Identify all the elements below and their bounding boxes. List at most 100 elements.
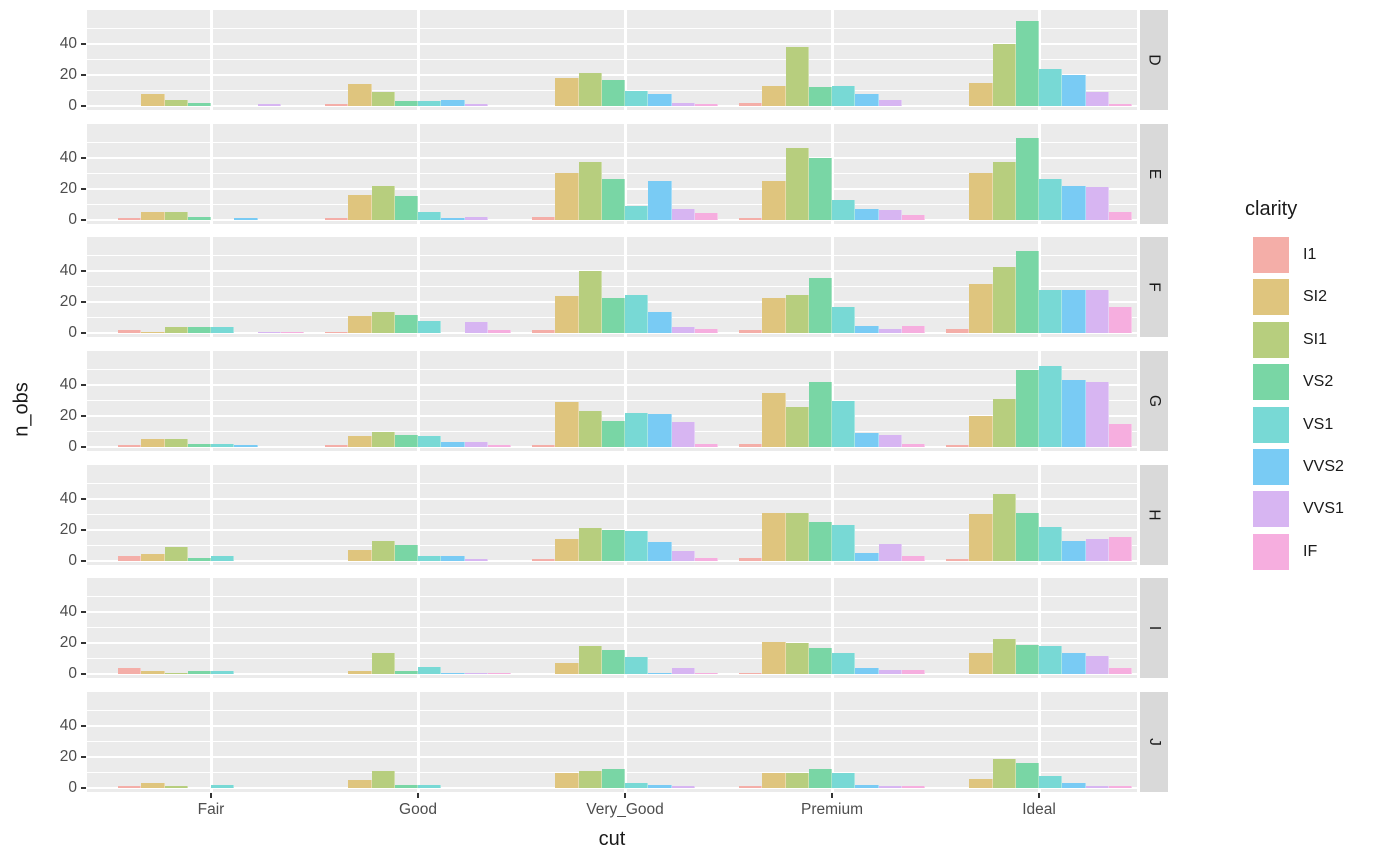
bar-E-Ideal-VS1 bbox=[1039, 179, 1063, 220]
gridline-vertical bbox=[416, 10, 420, 110]
gridline-vertical bbox=[209, 464, 213, 565]
y-tick-label: 0 bbox=[68, 551, 77, 569]
gridline-vertical bbox=[623, 10, 627, 110]
facet-panel-G bbox=[87, 351, 1137, 451]
bar-G-Premium-VS2 bbox=[808, 381, 832, 447]
legend-label-VS2: VS2 bbox=[1303, 373, 1334, 391]
legend-key-VS1 bbox=[1253, 406, 1289, 443]
gridline-major bbox=[87, 446, 1137, 448]
y-tick bbox=[81, 642, 86, 645]
facet-strip-label: J bbox=[1146, 738, 1163, 746]
bar-J-Ideal-SI1 bbox=[992, 758, 1016, 788]
bar-I-Premium-SI1 bbox=[785, 643, 809, 675]
y-tick-label: 40 bbox=[59, 603, 77, 621]
gridline-vertical bbox=[830, 10, 834, 110]
gridline-major bbox=[87, 218, 1137, 221]
legend-key-IF bbox=[1253, 533, 1289, 570]
bar-F-Good-SI2 bbox=[348, 316, 372, 334]
bar-I-Very_Good-IF bbox=[694, 672, 718, 675]
bar-J-Ideal-VVS2 bbox=[1062, 783, 1086, 788]
bar-D-Fair-SI2 bbox=[141, 93, 165, 106]
gridline-vertical bbox=[623, 351, 627, 451]
bar-J-Good-SI2 bbox=[348, 780, 372, 789]
y-tick bbox=[81, 611, 86, 614]
bar-F-Premium-SI1 bbox=[785, 294, 809, 334]
facet-strip-label: F bbox=[1146, 282, 1163, 293]
bar-E-Ideal-VVS1 bbox=[1085, 187, 1109, 220]
facet-panel-F bbox=[87, 237, 1137, 338]
bar-J-Fair-VS1 bbox=[211, 784, 235, 788]
facet-panel-I bbox=[87, 578, 1137, 679]
gridline-vertical bbox=[1037, 237, 1041, 338]
y-tick-label: 40 bbox=[59, 148, 77, 166]
y-tick bbox=[81, 528, 86, 531]
bar-H-Premium-VVS2 bbox=[855, 552, 879, 561]
bar-D-Premium-VS1 bbox=[832, 85, 856, 106]
legend-label-SI2: SI2 bbox=[1303, 288, 1328, 306]
bar-G-Very_Good-VVS2 bbox=[648, 414, 672, 447]
bar-J-Very_Good-VVS1 bbox=[671, 786, 695, 788]
bar-I-Premium-VVS1 bbox=[878, 669, 902, 675]
bar-I-Ideal-VS2 bbox=[1015, 644, 1039, 675]
y-tick bbox=[81, 105, 86, 107]
bar-D-Very_Good-IF bbox=[694, 104, 718, 106]
bar-H-Ideal-SI1 bbox=[992, 494, 1016, 561]
bar-G-Ideal-VS2 bbox=[1015, 369, 1039, 447]
gridline-minor bbox=[87, 27, 1137, 30]
gridline-major bbox=[87, 673, 1137, 676]
gridline-major bbox=[87, 43, 1137, 45]
bar-H-Fair-I1 bbox=[118, 556, 142, 561]
bar-J-Very_Good-VVS2 bbox=[648, 784, 672, 788]
gridline-vertical bbox=[209, 351, 213, 451]
bar-I-Ideal-VVS1 bbox=[1085, 655, 1109, 675]
facet-panel-J bbox=[87, 692, 1137, 793]
y-tick-label: 40 bbox=[59, 717, 77, 735]
facet-panel-H bbox=[87, 464, 1137, 565]
gridline-minor bbox=[87, 627, 1137, 629]
gridline-vertical bbox=[623, 237, 627, 338]
bar-D-Ideal-VVS2 bbox=[1062, 75, 1086, 106]
y-tick bbox=[81, 673, 86, 676]
gridline-vertical bbox=[1037, 10, 1041, 110]
bar-D-Fair-SI1 bbox=[164, 99, 188, 106]
bar-F-Premium-IF bbox=[901, 325, 925, 334]
legend-key-VVS1 bbox=[1253, 491, 1289, 528]
y-tick bbox=[81, 497, 86, 500]
bar-H-Premium-VS1 bbox=[832, 525, 856, 561]
gridline-vertical bbox=[416, 692, 420, 793]
facet-strip-label: I bbox=[1146, 626, 1163, 631]
y-tick bbox=[81, 725, 86, 728]
bar-J-Fair-SI2 bbox=[141, 783, 165, 788]
bar-I-Ideal-IF bbox=[1108, 668, 1132, 675]
bar-E-Good-VVS2 bbox=[441, 218, 465, 220]
bar-D-Ideal-VS1 bbox=[1039, 68, 1063, 106]
bar-H-Very_Good-IF bbox=[694, 557, 718, 561]
bar-F-Ideal-VS1 bbox=[1039, 289, 1063, 334]
bar-E-Very_Good-VS2 bbox=[601, 179, 625, 220]
bar-J-Good-SI1 bbox=[371, 770, 395, 788]
bar-H-Fair-VS1 bbox=[211, 556, 235, 561]
legend-key-SI1 bbox=[1253, 321, 1289, 358]
y-axis-title: n_obs bbox=[10, 382, 33, 437]
gridline-major bbox=[87, 725, 1137, 728]
bar-E-Premium-I1 bbox=[739, 218, 763, 220]
bar-D-Very_Good-VS2 bbox=[601, 79, 625, 106]
gridline-minor bbox=[87, 58, 1137, 61]
bar-F-Fair-I1 bbox=[118, 330, 142, 334]
gridline-minor bbox=[87, 368, 1137, 371]
bar-I-Ideal-SI2 bbox=[969, 652, 993, 675]
bar-H-Good-VVS2 bbox=[441, 556, 465, 561]
x-tick bbox=[624, 793, 626, 799]
gridline-vertical bbox=[1037, 578, 1041, 679]
x-axis-title: cut bbox=[598, 828, 626, 850]
bar-F-Ideal-SI1 bbox=[992, 266, 1016, 334]
bar-I-Fair-I1 bbox=[118, 668, 142, 675]
gridline-vertical bbox=[1037, 123, 1041, 224]
bar-H-Good-SI1 bbox=[371, 540, 395, 561]
bar-F-Ideal-VVS1 bbox=[1085, 289, 1109, 334]
bar-F-Ideal-SI2 bbox=[969, 283, 993, 334]
bar-I-Premium-IF bbox=[901, 669, 925, 675]
bar-H-Very_Good-VVS2 bbox=[648, 542, 672, 561]
gridline-vertical bbox=[209, 237, 213, 338]
x-tick bbox=[417, 793, 419, 799]
